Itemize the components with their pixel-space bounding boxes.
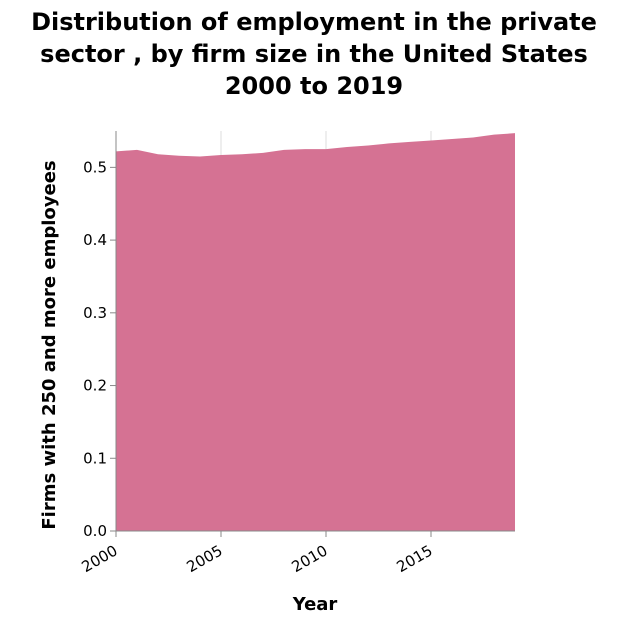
y-tick-label: 0.2	[83, 377, 107, 395]
chart-title-line-3: 2000 to 2019	[225, 72, 403, 100]
x-axis-title: Year	[292, 594, 338, 615]
y-tick-label: 0.3	[83, 304, 107, 322]
axes	[115, 131, 515, 532]
area-series	[116, 133, 515, 531]
x-tick-label: 2015	[394, 541, 436, 576]
x-tick-label: 2010	[289, 541, 331, 576]
chart-title-line-1: Distribution of employment in the privat…	[31, 8, 597, 36]
y-axis-title: Firms with 250 and more employees	[39, 160, 60, 529]
chart-title: Distribution of employment in the privat…	[31, 8, 597, 100]
y-tick-label: 0.0	[83, 522, 107, 540]
y-tick-label: 0.4	[83, 231, 107, 249]
x-tick-label: 2005	[184, 541, 226, 576]
x-tick-label: 2000	[79, 541, 121, 576]
y-axis-ticks: 0.0 0.1 0.2 0.3 0.4 0.5	[83, 158, 116, 540]
y-tick-label: 0.5	[83, 158, 107, 176]
y-tick-label: 0.1	[83, 449, 107, 467]
x-axis-ticks: 2000 2005 2010 2015	[79, 531, 436, 576]
plot-area	[116, 133, 515, 531]
chart-title-line-2: sector , by firm size in the United Stat…	[40, 40, 588, 68]
